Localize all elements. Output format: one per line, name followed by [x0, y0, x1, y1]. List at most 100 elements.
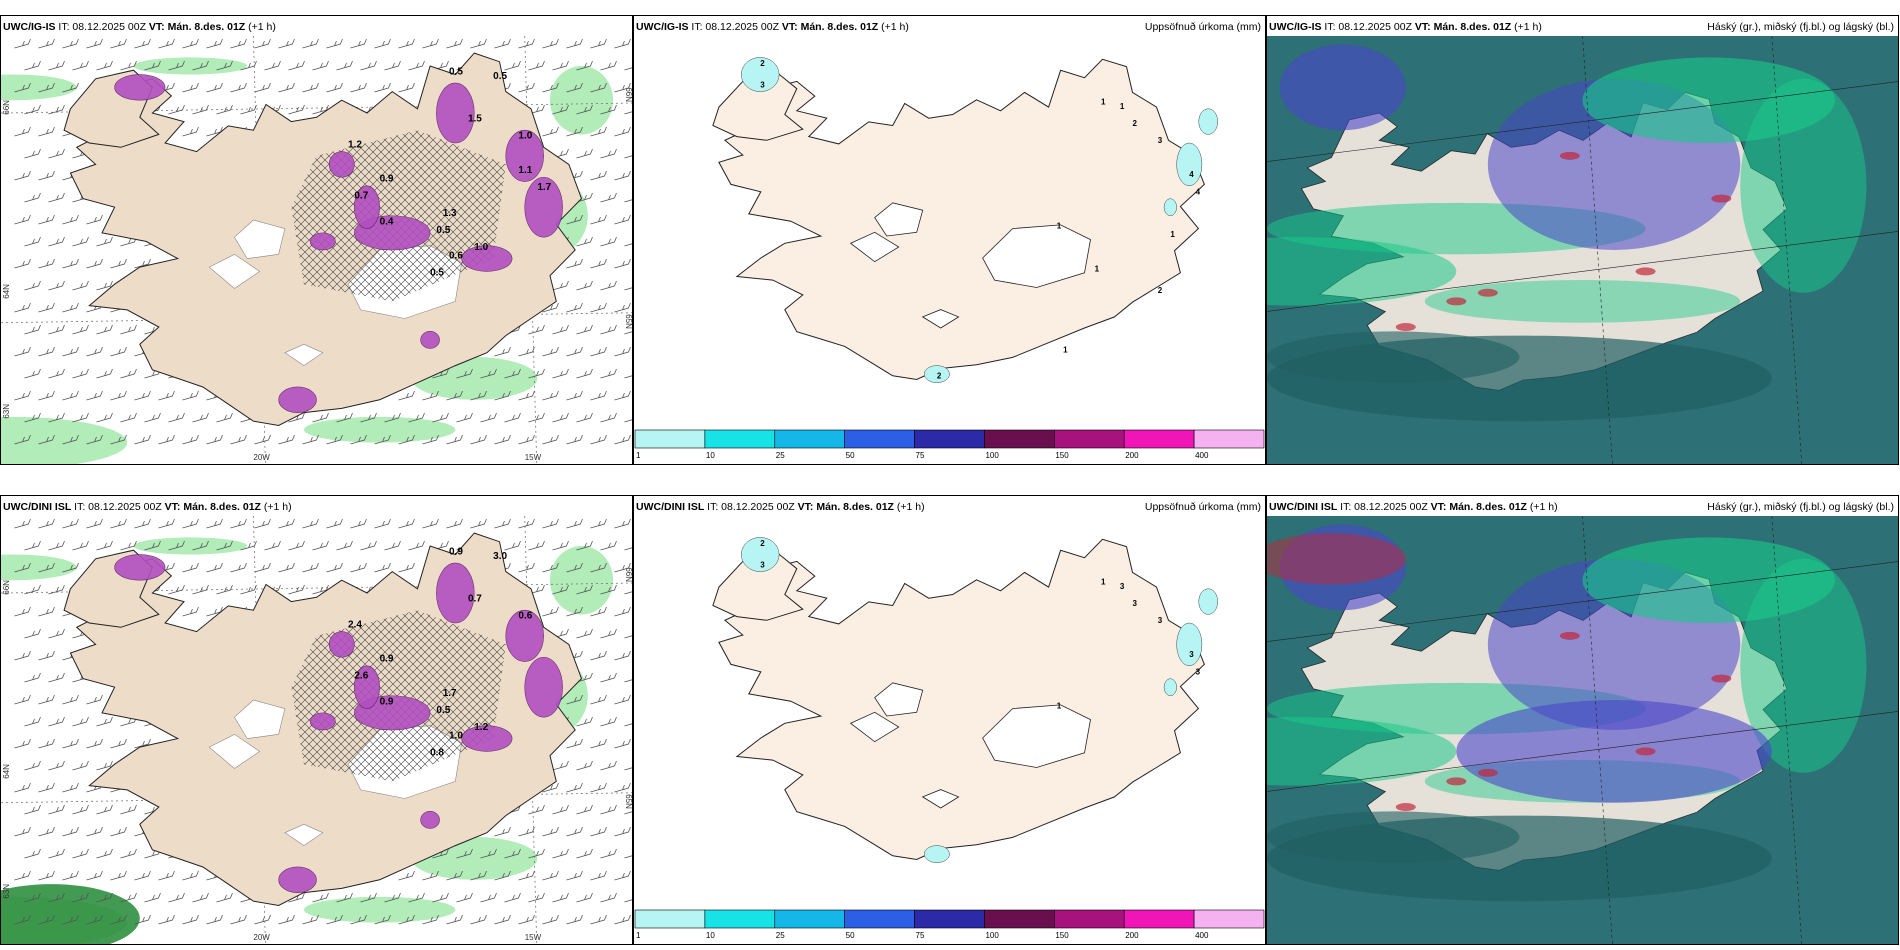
valid-time: Mán. 8.des. 01Z — [800, 21, 879, 33]
wind-barb — [14, 738, 31, 749]
colorbar-swatch — [704, 429, 776, 449]
wind-barb — [552, 584, 569, 595]
latitude-label-right: 65N — [624, 794, 632, 809]
wind-barb — [624, 243, 632, 247]
high-cloud-spot — [1711, 674, 1732, 683]
wind-barb — [216, 60, 233, 71]
wind-barb — [528, 584, 545, 595]
wind-barb — [494, 518, 511, 529]
wind-barb — [302, 434, 319, 445]
map-svg: 0.5 0.5 1.5 1.0 0.9 0.7 0.5 0.6 0.4 1.2 1.3 1.0 0.5 1… — [1, 36, 632, 464]
wind-barb — [504, 368, 521, 379]
wind-barb — [38, 126, 55, 137]
wind-barb — [24, 192, 41, 203]
wind-barb — [374, 914, 391, 925]
sea-precip-area — [549, 65, 614, 135]
wind-barb — [432, 892, 449, 903]
wind-barb — [134, 390, 151, 401]
wind-barb — [456, 892, 473, 903]
precip-area — [1176, 142, 1203, 187]
wind-barb — [374, 434, 391, 445]
glacier — [284, 823, 324, 846]
map-area — [1267, 36, 1898, 464]
wind-barb — [38, 694, 55, 705]
wind-barb — [336, 540, 353, 551]
wind-barb — [264, 60, 281, 71]
precip-blob — [461, 725, 513, 752]
wind-barb — [312, 892, 329, 903]
wind-barb — [518, 346, 535, 357]
wind-barb — [254, 518, 271, 529]
wind-barb — [182, 82, 199, 93]
precip-blob — [328, 631, 355, 658]
wind-barb — [86, 434, 103, 445]
wind-barb — [144, 892, 161, 903]
wind-barb — [134, 518, 151, 529]
wind-barb — [542, 870, 559, 881]
wind-barb — [120, 848, 137, 859]
wind-barb — [528, 892, 545, 903]
glacier — [284, 343, 324, 366]
precip-area — [1163, 678, 1177, 697]
wind-barb — [62, 38, 79, 49]
precip-blob — [354, 185, 380, 229]
wind-barb — [408, 60, 425, 71]
wind-barb — [86, 518, 103, 529]
wind-barb — [96, 236, 113, 247]
wind-barb — [566, 82, 583, 93]
init-time: IT: 08.12.2025 00Z — [707, 501, 795, 513]
wind-barb — [230, 518, 247, 529]
wind-barb — [312, 60, 329, 71]
valid-time-label: VT: — [781, 21, 798, 33]
wind-barb — [566, 302, 583, 313]
colorbar-label: 150 — [1055, 451, 1069, 460]
wind-barb — [96, 540, 113, 551]
wind-barb — [600, 280, 617, 291]
wind-barb — [614, 258, 631, 269]
wind-barb — [542, 562, 559, 573]
wind-barb — [528, 324, 545, 335]
wind-barb — [14, 870, 31, 881]
panel-header: UWC/IG-IS IT: 08.12.2025 00Z VT: Mán. 8.… — [3, 18, 628, 36]
wind-barb — [494, 914, 511, 925]
wind-barb — [86, 346, 103, 357]
lead-time: (+1 h) — [896, 501, 925, 513]
wind-barb — [62, 390, 79, 401]
latitude-label: 64N — [2, 284, 11, 299]
wind-barb — [590, 82, 607, 93]
longitude-label: 15W — [525, 453, 542, 462]
wind-barb — [96, 716, 113, 727]
wind-barb — [470, 870, 487, 881]
wind-barb — [456, 412, 473, 423]
cloud-band — [1267, 237, 1457, 306]
wind-barb — [528, 104, 545, 115]
wind-barb — [624, 767, 632, 771]
wind-barb — [542, 434, 559, 445]
wind-barb — [278, 38, 295, 49]
wind-barb — [552, 892, 569, 903]
wind-barb — [566, 126, 583, 137]
cloud-band — [1424, 279, 1741, 323]
wind-barb — [542, 346, 559, 357]
precip-value-label: 0.6 — [518, 611, 532, 622]
panel-title: Háský (gr.), miðský (fj.bl.) og lágský (… — [1707, 21, 1894, 33]
wind-barb — [168, 412, 185, 423]
wind-barb — [528, 368, 545, 379]
wind-barb — [614, 214, 631, 225]
wind-barb — [96, 892, 113, 903]
colorbar-label: 75 — [916, 451, 925, 460]
colorbar-label: 10 — [706, 451, 715, 460]
wind-barb — [120, 60, 137, 71]
wind-barb — [144, 60, 161, 71]
wind-barb — [480, 848, 497, 859]
wind-barb — [470, 518, 487, 529]
precip-value-label: 3 — [1189, 650, 1194, 659]
wind-barb — [566, 606, 583, 617]
wind-barb — [24, 628, 41, 639]
colorbar-swatch — [1054, 909, 1125, 929]
wind-barb — [14, 302, 31, 313]
wind-barb — [408, 892, 425, 903]
precip-blob — [461, 245, 513, 272]
wind-barb — [110, 518, 127, 529]
precip-value-label: 1.0 — [518, 131, 532, 142]
